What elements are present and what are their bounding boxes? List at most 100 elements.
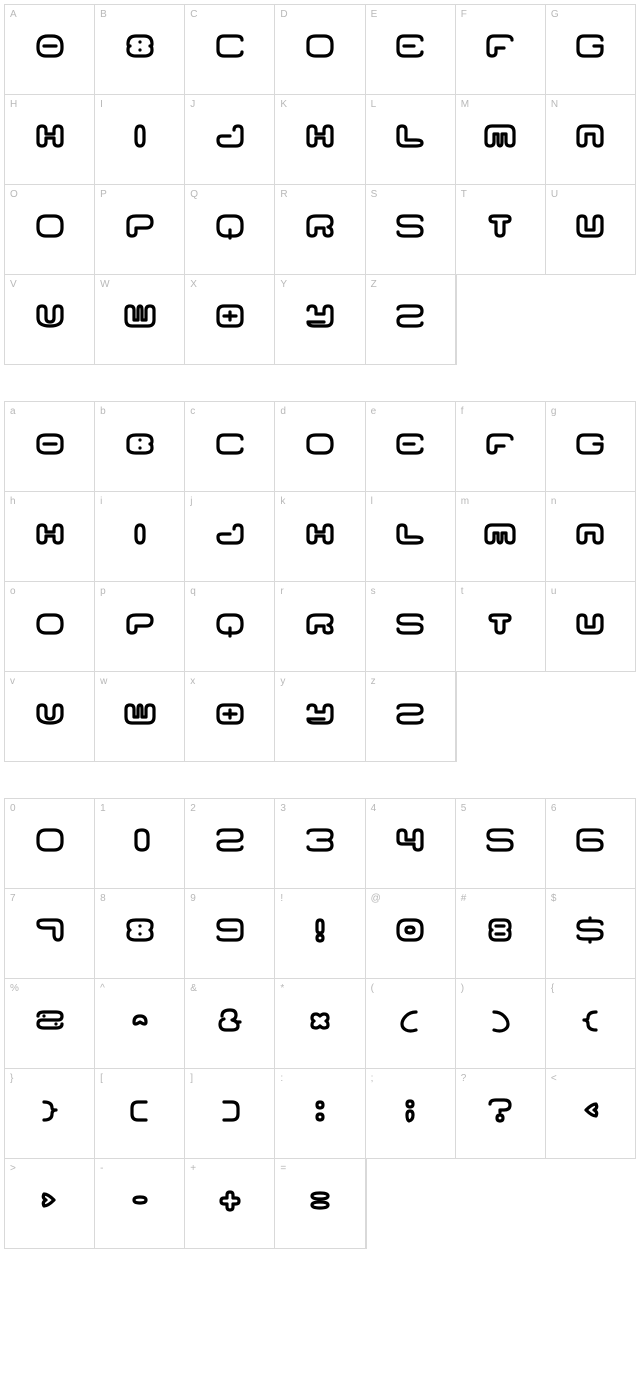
- glyph-cell: z: [366, 672, 456, 762]
- glyph-cell: e: [366, 402, 456, 492]
- glyph-cell: j: [185, 492, 275, 582]
- glyph-label: U: [551, 189, 558, 200]
- empty-cell: [546, 672, 636, 762]
- glyph-label: z: [371, 676, 376, 687]
- glyph-cell: 3: [275, 799, 365, 889]
- glyph-cell: u: [546, 582, 636, 672]
- glyph-label: h: [10, 496, 16, 507]
- glyph-cell: G: [546, 5, 636, 95]
- glyph-icon: [205, 995, 255, 1045]
- glyph-label: d: [280, 406, 286, 417]
- glyph-cell: O: [5, 185, 95, 275]
- glyph-icon: [25, 418, 75, 468]
- glyph-label: N: [551, 99, 558, 110]
- glyph-label: C: [190, 9, 197, 20]
- glyph-label: p: [100, 586, 106, 597]
- glyph-cell: @: [366, 889, 456, 979]
- glyph-cell: W: [95, 275, 185, 365]
- glyph-label: *: [280, 983, 284, 994]
- glyph-cell: 2: [185, 799, 275, 889]
- glyph-icon: [205, 815, 255, 865]
- glyph-label: V: [10, 279, 17, 290]
- glyph-icon: [385, 291, 435, 341]
- empty-cell: [456, 672, 546, 762]
- glyph-cell: ^: [95, 979, 185, 1069]
- glyph-label: }: [10, 1073, 13, 1084]
- glyph-cell: R: [275, 185, 365, 275]
- glyph-label: :: [280, 1073, 283, 1084]
- glyph-icon: [25, 1085, 75, 1135]
- glyph-cell: E: [366, 5, 456, 95]
- glyph-icon: [205, 111, 255, 161]
- glyph-icon: [205, 291, 255, 341]
- glyph-icon: [205, 598, 255, 648]
- glyph-label: 9: [190, 893, 196, 904]
- glyph-cell: 0: [5, 799, 95, 889]
- glyph-group-symbols: 0123456789!@#$%^&*(){}[]:;?<>-+=: [4, 798, 636, 1249]
- glyph-cell: M: [456, 95, 546, 185]
- glyph-icon: [385, 418, 435, 468]
- glyph-label: %: [10, 983, 19, 994]
- glyph-cell: ?: [456, 1069, 546, 1159]
- glyph-icon: [115, 201, 165, 251]
- glyph-label: s: [371, 586, 376, 597]
- glyph-cell: s: [366, 582, 456, 672]
- glyph-label: W: [100, 279, 109, 290]
- character-map: ABCDEFGHIJKLMNOPQRSTUVWXYZabcdefghijklmn…: [4, 4, 636, 1249]
- glyph-icon: [295, 598, 345, 648]
- glyph-icon: [295, 508, 345, 558]
- glyph-icon: [385, 905, 435, 955]
- glyph-label: l: [371, 496, 373, 507]
- glyph-icon: [295, 1085, 345, 1135]
- glyph-icon: [25, 905, 75, 955]
- glyph-cell: $: [546, 889, 636, 979]
- glyph-label: 2: [190, 803, 196, 814]
- glyph-icon: [25, 1175, 75, 1225]
- glyph-icon: [565, 111, 615, 161]
- glyph-icon: [115, 905, 165, 955]
- glyph-cell: c: [185, 402, 275, 492]
- glyph-cell: q: [185, 582, 275, 672]
- glyph-icon: [115, 598, 165, 648]
- glyph-cell: n: [546, 492, 636, 582]
- glyph-cell: V: [5, 275, 95, 365]
- glyph-cell: m: [456, 492, 546, 582]
- glyph-label: Y: [280, 279, 287, 290]
- glyph-cell: 1: [95, 799, 185, 889]
- glyph-cell: 5: [456, 799, 546, 889]
- glyph-icon: [475, 508, 525, 558]
- glyph-label: k: [280, 496, 285, 507]
- glyph-label: B: [100, 9, 107, 20]
- glyph-icon: [565, 508, 615, 558]
- glyph-label: ): [461, 983, 464, 994]
- glyph-cell: K: [275, 95, 365, 185]
- glyph-icon: [295, 418, 345, 468]
- glyph-cell: F: [456, 5, 546, 95]
- glyph-label: ?: [461, 1073, 467, 1084]
- glyph-icon: [475, 21, 525, 71]
- glyph-label: -: [100, 1163, 103, 1174]
- glyph-label: G: [551, 9, 559, 20]
- glyph-label: [: [100, 1073, 103, 1084]
- glyph-icon: [295, 201, 345, 251]
- glyph-cell: H: [5, 95, 95, 185]
- glyph-label: 8: [100, 893, 106, 904]
- glyph-cell: y: [275, 672, 365, 762]
- glyph-label: j: [190, 496, 192, 507]
- glyph-cell: I: [95, 95, 185, 185]
- glyph-icon: [565, 598, 615, 648]
- glyph-label: S: [371, 189, 378, 200]
- glyph-icon: [385, 21, 435, 71]
- glyph-icon: [205, 1175, 255, 1225]
- glyph-label: a: [10, 406, 16, 417]
- glyph-cell: P: [95, 185, 185, 275]
- glyph-label: {: [551, 983, 554, 994]
- glyph-icon: [115, 111, 165, 161]
- glyph-label: q: [190, 586, 196, 597]
- glyph-label: F: [461, 9, 467, 20]
- glyph-cell: d: [275, 402, 365, 492]
- glyph-cell: x: [185, 672, 275, 762]
- glyph-cell: 8: [95, 889, 185, 979]
- glyph-label: D: [280, 9, 287, 20]
- glyph-label: T: [461, 189, 467, 200]
